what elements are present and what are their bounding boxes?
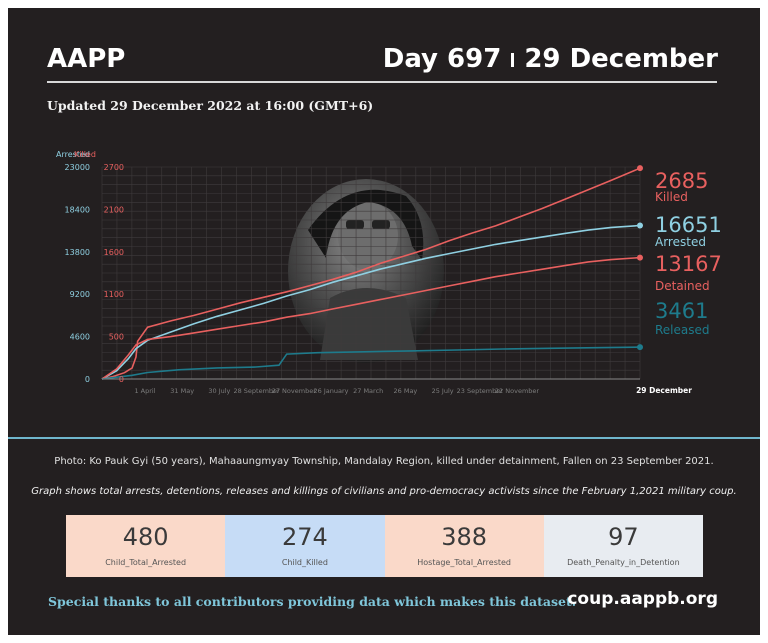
end-value-detained: 13167 xyxy=(655,252,722,276)
thanks-note: Special thanks to all contributors provi… xyxy=(48,594,577,609)
end-label-released: Released xyxy=(655,323,710,337)
portrait-shoulders xyxy=(320,288,418,360)
x-tick-label: 27 March xyxy=(353,387,383,395)
website-link[interactable]: coup.aappb.org xyxy=(567,589,718,609)
legend-arrested: Arrested xyxy=(56,150,90,159)
end-value-arrested: 16651 xyxy=(655,213,722,237)
y-right-tick-label: 1600 xyxy=(104,248,124,257)
stat-label: Child_Total_Arrested xyxy=(105,558,187,567)
stat-value: 388 xyxy=(441,523,488,551)
x-tick-label: 25 July xyxy=(432,387,454,395)
stats-row: 480 Child_Total_Arrested 274 Child_Kille… xyxy=(66,515,703,577)
updated-timestamp: Updated 29 December 2022 at 16:00 (GMT+6… xyxy=(47,98,374,113)
legend-killed: Killed xyxy=(74,150,96,159)
portrait-hair xyxy=(308,189,424,260)
y-right-tick-label: 2100 xyxy=(104,205,124,214)
stat-child-total-arrested: 480 Child_Total_Arrested xyxy=(66,515,226,577)
x-tick-label: 27 November xyxy=(272,387,316,395)
stat-value: 97 xyxy=(608,523,639,551)
x-tick-label: 23 September xyxy=(457,387,504,395)
series-endpoint-released xyxy=(637,344,643,351)
stat-label: Death_Penalty_in_Detention xyxy=(567,558,680,567)
x-tick-label: 30 July xyxy=(208,387,230,395)
y-right-tick-label: 2700 xyxy=(104,163,124,172)
portrait-glasses-left xyxy=(346,220,364,229)
y-left-tick-label: 0 xyxy=(85,375,90,384)
stat-child-killed: 274 Child_Killed xyxy=(225,515,385,577)
series-line-killed xyxy=(101,167,641,380)
portrait-glasses-right xyxy=(372,220,390,229)
y-left-tick-label: 13800 xyxy=(65,248,90,257)
infographic-card: AAPP Day 697 29 December Updated 29 Decem… xyxy=(8,8,760,635)
y-left-tick-label: 23000 xyxy=(65,163,90,172)
series-endpoint-arrested xyxy=(637,222,643,229)
x-tick-label: 31 May xyxy=(170,387,194,395)
x-tick-label: 22 November xyxy=(495,387,539,395)
stat-value: 274 xyxy=(281,523,328,551)
y-right-tick-label: 500 xyxy=(109,333,124,342)
heading-separator xyxy=(511,52,515,67)
end-label-killed: Killed xyxy=(655,190,688,204)
heading-date: 29 December xyxy=(524,44,718,74)
y-left-tick-label: 18400 xyxy=(65,205,90,214)
stat-label: Hostage_Total_Arrested xyxy=(417,558,511,567)
graph-description: Graph shows total arrests, detentions, r… xyxy=(31,486,737,497)
y-right-tick-label: 1100 xyxy=(104,290,124,299)
line-chart: ArrestedKilled04600920013800184002300005… xyxy=(56,150,722,395)
y-left-tick-label: 9200 xyxy=(70,290,90,299)
stat-value: 480 xyxy=(122,523,169,551)
x-tick-label: 1 April xyxy=(134,387,155,395)
x-tick-label: 26 May xyxy=(394,387,418,395)
x-tick-label: 26 January xyxy=(314,387,349,395)
series-endpoint-detained xyxy=(637,254,643,261)
end-label-arrested: Arrested xyxy=(655,235,706,249)
x-tick-label: 29 December xyxy=(636,386,692,395)
end-value-killed: 2685 xyxy=(655,169,708,193)
stat-label: Child_Killed xyxy=(281,558,328,567)
day-counter: Day 697 xyxy=(382,44,502,74)
brand-title: AAPP xyxy=(47,44,126,74)
x-tick-label: 28 September xyxy=(233,387,280,395)
series-line-released xyxy=(101,346,641,380)
portrait-face xyxy=(338,202,398,270)
y-left-tick-label: 4600 xyxy=(70,333,90,342)
y-right-tick-label: 0 xyxy=(119,375,124,384)
stat-death-penalty-in-detention: 97 Death_Penalty_in_Detention xyxy=(543,515,703,577)
section-divider xyxy=(8,437,760,439)
photo-caption: Photo: Ko Pauk Gyi (50 years), Mahaaungm… xyxy=(54,456,714,467)
day-date-heading: Day 697 29 December xyxy=(383,44,718,74)
header-divider xyxy=(47,81,717,83)
end-value-released: 3461 xyxy=(655,299,708,323)
end-label-detained: Detained xyxy=(655,279,710,293)
stat-hostage-total-arrested: 388 Hostage_Total_Arrested xyxy=(384,515,544,577)
series-line-detained xyxy=(101,256,641,380)
series-endpoint-killed xyxy=(637,165,643,172)
